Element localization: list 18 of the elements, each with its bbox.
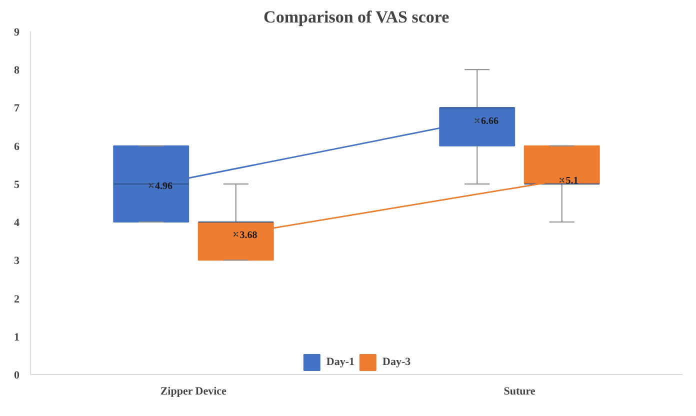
x-tick-label: Zipper Device	[160, 386, 227, 398]
data-label: 3.68	[240, 230, 258, 241]
legend-label: Day-1	[326, 356, 354, 368]
y-tick-label: 9	[14, 26, 20, 38]
y-tick-label: 8	[14, 64, 20, 77]
y-tick-label: 5	[14, 178, 20, 191]
chart-title: Comparison of VAS score	[264, 8, 450, 26]
x-tick-label: Suture	[504, 386, 536, 398]
y-tick-label: 1	[14, 331, 20, 344]
y-tick-label: 4	[14, 217, 20, 230]
y-tick-label: 3	[14, 255, 20, 268]
legend-label: Day-3	[382, 356, 411, 368]
y-tick-label: 0	[14, 370, 20, 382]
data-label: 6.66	[481, 116, 499, 128]
data-label: 4.96	[155, 180, 173, 192]
y-tick-label: 2	[14, 293, 20, 306]
y-tick-label: 7	[14, 102, 20, 115]
y-tick-label: 6	[14, 140, 20, 153]
